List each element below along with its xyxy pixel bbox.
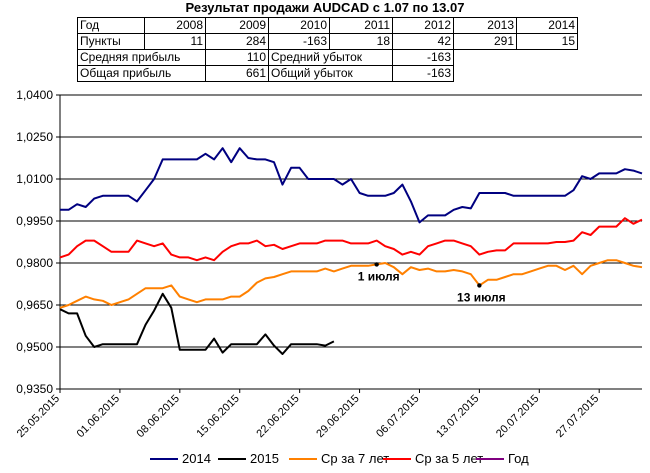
chart-title: Результат продажи AUDCAD с 1.07 по 13.07 [185,0,465,15]
stats-row-points: Пункты 11 284 -163 18 42 291 15 [77,33,578,50]
series-line [59,292,335,355]
year-cell: 2008 [144,17,206,34]
year-cell: 2012 [392,17,454,34]
annotation-label: 1 июля [358,269,400,283]
y-tick-label: 0,9650 [16,298,53,312]
x-tick-label: 27.07.2015 [554,393,601,440]
x-tick-label: 25.05.2015 [15,393,62,440]
x-tick-label: 29.06.2015 [314,393,361,440]
y-tick-label: 1,0250 [16,130,53,144]
annotation-label: 13 июля [457,290,506,304]
stats-row-totals: Общая прибыль 661 Общий убыток -163 [77,65,578,82]
total-loss-label: Общий убыток [268,65,393,82]
annotation-point [374,262,379,267]
y-tick-label: 0,9500 [16,340,53,354]
stats-table: Год 2008 2009 2010 2011 2012 2013 2014 П… [77,17,578,82]
y-tick-label: 1,0100 [16,172,53,186]
y-tick-label: 1,0400 [16,88,53,102]
annotation-point [477,283,482,288]
legend-label: 2015 [250,451,279,466]
series-line [59,217,643,262]
series-line [59,259,643,309]
series-line [60,147,643,224]
legend-label: Год [508,451,529,466]
x-tick-label: 13.07.2015 [434,393,481,440]
year-cell: 2014 [516,17,578,34]
x-tick-label: 20.07.2015 [494,393,541,440]
points-label: Пункты [77,33,145,50]
points-cell: 15 [516,33,578,50]
total-profit-value: 661 [205,65,269,82]
legend-label: Ср за 5 лет [415,451,483,466]
avg-loss-value: -163 [392,49,454,66]
legend-label: Ср за 7 лет [321,451,389,466]
x-tick-label: 01.06.2015 [75,393,122,440]
total-profit-label: Общая прибыль [77,65,206,82]
y-tick-label: 0,9800 [16,256,53,270]
x-tick-label: 08.06.2015 [135,393,182,440]
total-loss-value: -163 [392,65,454,82]
x-tick-label: 15.06.2015 [194,393,241,440]
stats-row-years: Год 2008 2009 2010 2011 2012 2013 2014 [77,17,578,34]
points-cell: 291 [453,33,517,50]
y-tick-label: 0,9950 [16,214,53,228]
x-tick-label: 06.07.2015 [374,393,421,440]
x-tick-label: 22.06.2015 [254,393,301,440]
stats-row-averages: Средняя прибыль 110 Средний убыток -163 [77,49,578,66]
legend-label: 2014 [182,451,211,466]
y-tick-label: 0,9350 [16,382,53,396]
